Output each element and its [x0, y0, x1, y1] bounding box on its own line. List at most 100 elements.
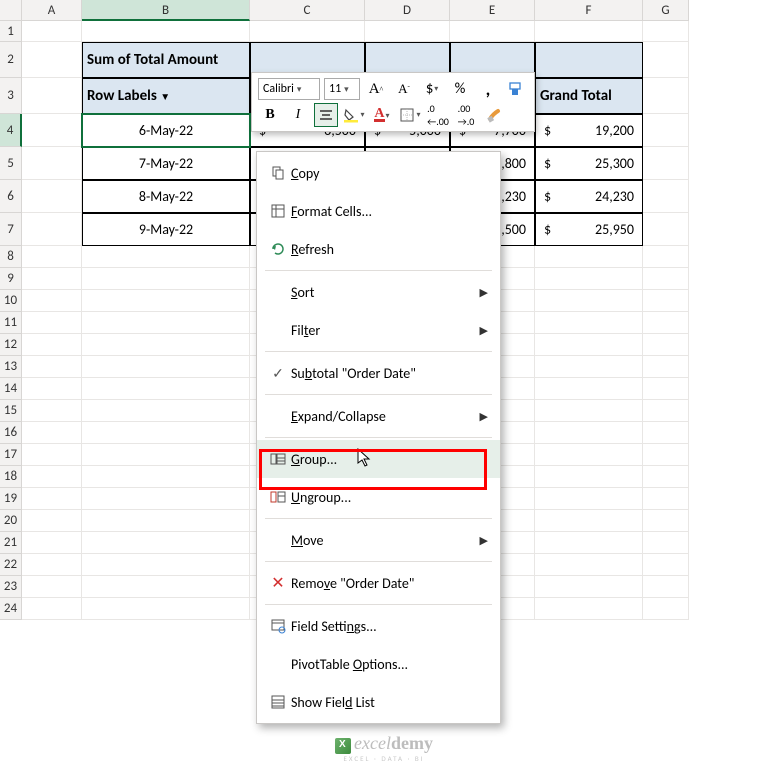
- cell-B4[interactable]: 6-May-22: [82, 114, 250, 147]
- cell-A22[interactable]: [22, 554, 82, 576]
- cell-A11[interactable]: [22, 312, 82, 334]
- cell-A5[interactable]: [22, 147, 82, 180]
- format-painter-icon[interactable]: [504, 77, 528, 101]
- cell-G15[interactable]: [643, 400, 689, 422]
- row-header-24[interactable]: 24: [0, 598, 22, 620]
- cell-G21[interactable]: [643, 532, 689, 554]
- menu-subtotal[interactable]: ✓ Subtotal "Order Date": [257, 354, 500, 392]
- menu-format-cells[interactable]: Format Cells...: [257, 192, 500, 230]
- cell-A18[interactable]: [22, 466, 82, 488]
- cell-A6[interactable]: [22, 180, 82, 213]
- cell-F4[interactable]: $19,200: [535, 114, 643, 147]
- col-header-C[interactable]: C: [250, 0, 365, 21]
- cell-A14[interactable]: [22, 378, 82, 400]
- row-header-5[interactable]: 5: [0, 147, 22, 180]
- cell-B1[interactable]: [82, 21, 250, 42]
- row-header-14[interactable]: 14: [0, 378, 22, 400]
- cell-A13[interactable]: [22, 356, 82, 378]
- cell-F10[interactable]: [535, 290, 643, 312]
- cell-F1[interactable]: [535, 21, 643, 42]
- col-header-E[interactable]: E: [450, 0, 535, 21]
- col-header-F[interactable]: F: [535, 0, 643, 21]
- percent-format-button[interactable]: %: [448, 77, 472, 101]
- menu-pivottable-options[interactable]: PivotTable Options...: [257, 645, 500, 683]
- cell-G6[interactable]: [643, 180, 689, 213]
- cell-B5[interactable]: 7-May-22: [82, 147, 250, 180]
- fill-color-button[interactable]: ▾: [342, 103, 366, 127]
- cell-A20[interactable]: [22, 510, 82, 532]
- menu-ungroup[interactable]: Ungroup...: [257, 478, 500, 516]
- cell-G23[interactable]: [643, 576, 689, 598]
- cell-B7[interactable]: 9-May-22: [82, 213, 250, 246]
- row-header-18[interactable]: 18: [0, 466, 22, 488]
- row-header-11[interactable]: 11: [0, 312, 22, 334]
- cell-G5[interactable]: [643, 147, 689, 180]
- row-header-6[interactable]: 6: [0, 180, 22, 213]
- row-header-8[interactable]: 8: [0, 246, 22, 268]
- menu-copy[interactable]: Copy: [257, 154, 500, 192]
- increase-font-icon[interactable]: A^: [364, 77, 388, 101]
- cell-F22[interactable]: [535, 554, 643, 576]
- row-labels-header[interactable]: Row Labels ▼: [82, 78, 250, 114]
- cell-A9[interactable]: [22, 268, 82, 290]
- font-color-button[interactable]: A▾: [370, 103, 394, 127]
- cell-G11[interactable]: [643, 312, 689, 334]
- menu-filter[interactable]: Filter ▶: [257, 311, 500, 349]
- cell-A4[interactable]: [22, 114, 82, 147]
- cell-F7[interactable]: $25,950: [535, 213, 643, 246]
- decrease-font-icon[interactable]: Aˇ: [392, 77, 416, 101]
- font-size-combo[interactable]: 11▾: [324, 78, 360, 100]
- cell-F11[interactable]: [535, 312, 643, 334]
- row-header-17[interactable]: 17: [0, 444, 22, 466]
- cell-A24[interactable]: [22, 598, 82, 620]
- center-align-button[interactable]: [314, 103, 338, 127]
- row-header-3[interactable]: 3: [0, 78, 22, 114]
- cell-B15[interactable]: [82, 400, 250, 422]
- menu-field-settings[interactable]: Field Settings...: [257, 607, 500, 645]
- italic-button[interactable]: I: [286, 103, 310, 127]
- cell-B24[interactable]: [82, 598, 250, 620]
- cell-G4[interactable]: [643, 114, 689, 147]
- row-header-22[interactable]: 22: [0, 554, 22, 576]
- cell-A7[interactable]: [22, 213, 82, 246]
- cell-G8[interactable]: [643, 246, 689, 268]
- cell-F12[interactable]: [535, 334, 643, 356]
- cell-G17[interactable]: [643, 444, 689, 466]
- borders-button[interactable]: ▾: [398, 103, 422, 127]
- cell-F16[interactable]: [535, 422, 643, 444]
- cell-G14[interactable]: [643, 378, 689, 400]
- cell-B16[interactable]: [82, 422, 250, 444]
- cell-D1[interactable]: [365, 21, 450, 42]
- cell-F24[interactable]: [535, 598, 643, 620]
- cell-B8[interactable]: [82, 246, 250, 268]
- cell-B20[interactable]: [82, 510, 250, 532]
- cell-F9[interactable]: [535, 268, 643, 290]
- increase-decimal-button[interactable]: .0←.00: [426, 103, 450, 127]
- cell-B21[interactable]: [82, 532, 250, 554]
- cell-F17[interactable]: [535, 444, 643, 466]
- cell-G24[interactable]: [643, 598, 689, 620]
- clear-formats-icon[interactable]: [482, 103, 506, 127]
- row-header-7[interactable]: 7: [0, 213, 22, 246]
- row-header-9[interactable]: 9: [0, 268, 22, 290]
- row-header-21[interactable]: 21: [0, 532, 22, 554]
- menu-sort[interactable]: Sort ▶: [257, 273, 500, 311]
- cell-A2[interactable]: [22, 42, 82, 78]
- cell-F21[interactable]: [535, 532, 643, 554]
- grand-total-header[interactable]: Grand Total: [535, 78, 643, 114]
- cell-B18[interactable]: [82, 466, 250, 488]
- row-header-13[interactable]: 13: [0, 356, 22, 378]
- cell-B22[interactable]: [82, 554, 250, 576]
- cell-G18[interactable]: [643, 466, 689, 488]
- cell-F15[interactable]: [535, 400, 643, 422]
- col-header-B[interactable]: B: [82, 0, 250, 21]
- cell-G13[interactable]: [643, 356, 689, 378]
- menu-expand-collapse[interactable]: Expand/Collapse ▶: [257, 397, 500, 435]
- row-header-16[interactable]: 16: [0, 422, 22, 444]
- cell-F14[interactable]: [535, 378, 643, 400]
- cell-B11[interactable]: [82, 312, 250, 334]
- cell-E1[interactable]: [450, 21, 535, 42]
- cell-G16[interactable]: [643, 422, 689, 444]
- col-header-G[interactable]: G: [643, 0, 689, 21]
- row-header-12[interactable]: 12: [0, 334, 22, 356]
